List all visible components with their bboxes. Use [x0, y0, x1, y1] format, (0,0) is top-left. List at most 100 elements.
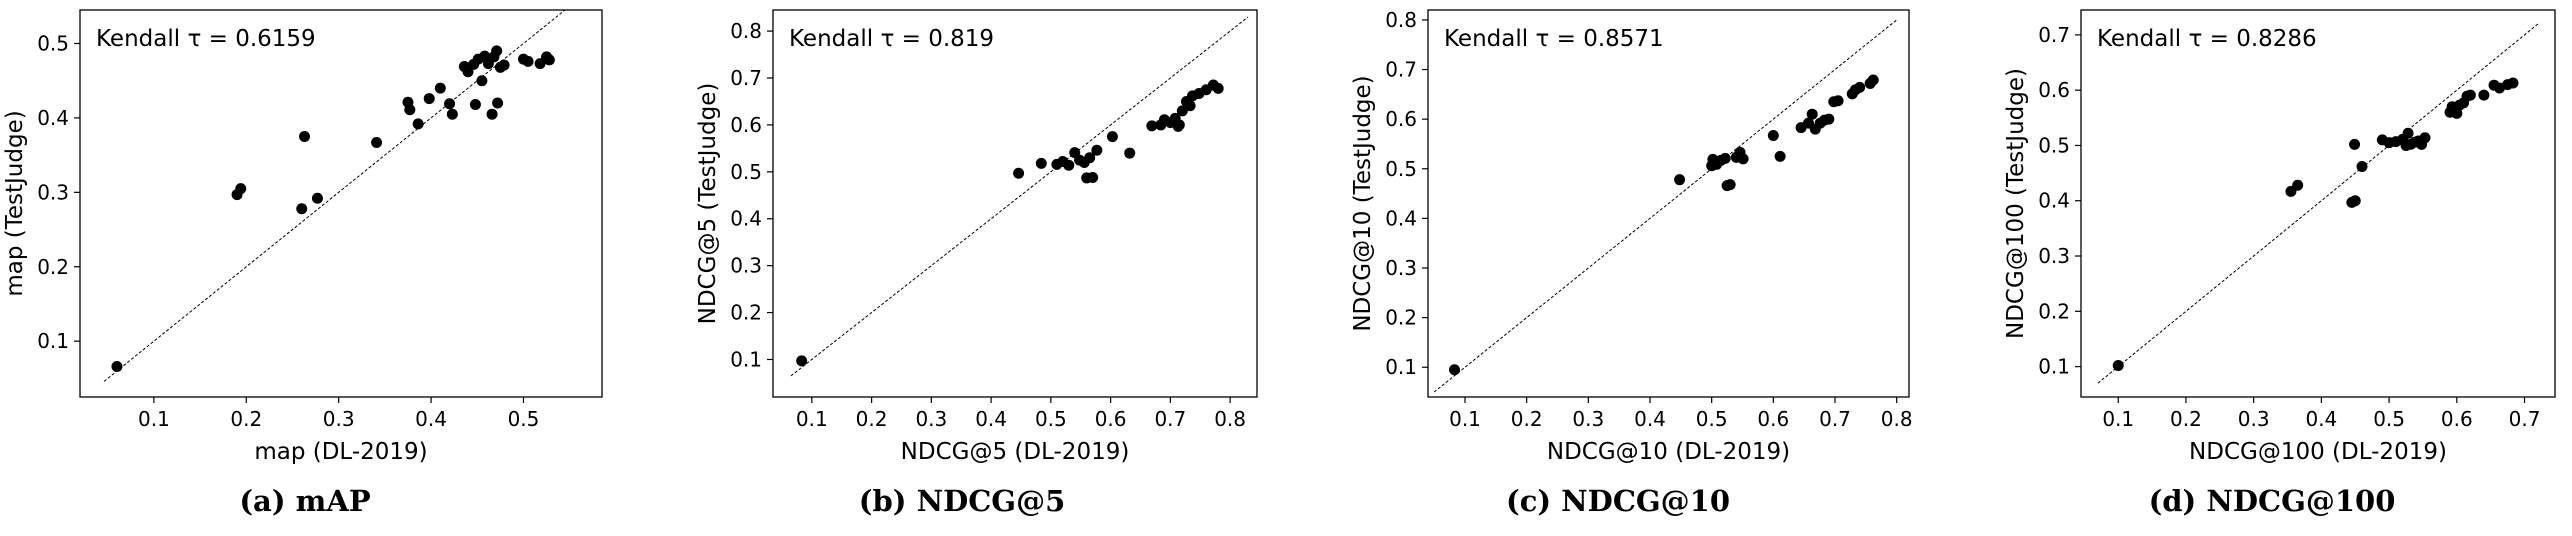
data-point: [235, 183, 247, 195]
x-tick-label: 0.3: [2238, 407, 2270, 431]
y-tick-label: 0.7: [2038, 23, 2070, 47]
y-tick-label: 0.4: [1385, 206, 1417, 230]
x-tick-label: 0.3: [915, 407, 947, 431]
x-tick-label: 0.6: [1757, 407, 1789, 431]
data-point: [1449, 364, 1461, 376]
data-point: [1867, 74, 1879, 86]
y-tick-label: 0.7: [730, 66, 762, 90]
plot-frame: [79, 9, 603, 398]
x-tick-label: 0.3: [1572, 407, 1604, 431]
data-point: [1087, 171, 1099, 183]
data-point: [2292, 179, 2304, 191]
data-point: [469, 99, 481, 111]
y-tick-label: 0.3: [37, 180, 69, 204]
y-tick-label: 0.3: [1385, 256, 1417, 280]
y-tick-label: 0.4: [2038, 189, 2070, 213]
chart-panel-1: 0.1 0.2 0.3 0.4 0.5 0.1 0.2 0.3 0.4 0.5 Kendall τ …: [2, 9, 603, 518]
x-tick-label: 0.5: [2373, 407, 2405, 431]
data-point: [1035, 157, 1047, 169]
x-tick-label: 0.7: [1154, 407, 1186, 431]
x-tick-label: 0.7: [1819, 407, 1851, 431]
diagonal-reference-line: [103, 9, 566, 382]
kendall-tau-annotation: Kendall τ = 0.819: [789, 26, 994, 52]
subfigure-caption: (b) NDCG@5: [859, 484, 1066, 518]
y-tick-label: 0.5: [1385, 157, 1417, 181]
x-tick-label: 0.3: [323, 407, 355, 431]
y-tick-label: 0.2: [2038, 299, 2070, 323]
y-tick-label: 0.2: [730, 301, 762, 325]
data-point: [2478, 89, 2490, 101]
data-point: [1124, 147, 1136, 159]
x-tick-label: 0.1: [796, 407, 828, 431]
x-tick-label: 0.5: [1696, 407, 1728, 431]
x-tick-label: 0.4: [1634, 407, 1666, 431]
data-point: [796, 355, 808, 367]
y-tick-label: 0.2: [37, 255, 69, 279]
x-tick-label: 0.4: [2305, 407, 2337, 431]
data-point: [1719, 152, 1731, 164]
y-tick-label: 0.6: [730, 113, 762, 137]
subfigure-caption: (c) NDCG@10: [1506, 484, 1730, 518]
x-axis-label: NDCG@10 (DL-2019): [1547, 439, 1790, 465]
y-tick-label: 0.4: [37, 106, 69, 130]
data-point: [2451, 107, 2463, 119]
data-point: [1173, 119, 1185, 131]
x-tick-label: 0.8: [1881, 407, 1913, 431]
data-point: [2464, 89, 2476, 101]
x-tick-label: 0.5: [1035, 407, 1067, 431]
data-point: [1084, 152, 1096, 164]
y-tick-label: 0.1: [37, 329, 69, 353]
chart-panel-2: 0.1 0.2 0.3 0.4 0.5 0.6 0.7 0.8 0.1 0.2 0.3 0.4 0.5 0…: [695, 9, 1258, 518]
y-tick-label: 0.5: [2038, 133, 2070, 157]
data-point: [1091, 144, 1103, 156]
data-point: [1063, 159, 1075, 171]
x-axis-label: map (DL-2019): [254, 439, 427, 465]
data-point: [476, 75, 488, 87]
plot-frame: [772, 9, 1258, 398]
data-point: [299, 131, 311, 143]
y-axis-label: map (TestJudge): [2, 110, 28, 296]
data-point: [2419, 132, 2431, 144]
data-point: [2507, 77, 2519, 89]
y-tick-label: 0.4: [730, 207, 762, 231]
data-point: [1737, 153, 1749, 165]
y-tick-label: 0.3: [2038, 244, 2070, 268]
y-axis-label: NDCG@10 (TestJudge): [1350, 75, 1376, 331]
y-tick-label: 0.1: [730, 347, 762, 371]
data-point: [296, 203, 308, 215]
data-point: [491, 45, 503, 57]
y-tick-label: 0.5: [37, 31, 69, 55]
data-point: [498, 59, 510, 71]
y-axis-label: NDCG@100 (TestJudge): [2003, 68, 2029, 339]
x-tick-label: 0.6: [2441, 407, 2473, 431]
chart-panel-4: 0.1 0.2 0.3 0.4 0.5 0.6 0.7 0.1 0.2 0.3 0.4 0.5 0.6 0…: [2003, 9, 2556, 518]
data-point: [446, 108, 458, 120]
x-tick-label: 0.8: [1214, 407, 1246, 431]
data-point: [492, 97, 504, 109]
data-point: [1184, 100, 1196, 112]
data-point: [1806, 108, 1818, 120]
y-tick-label: 0.8: [1385, 8, 1417, 32]
data-point: [111, 360, 123, 372]
x-tick-label: 0.1: [138, 407, 170, 431]
data-point: [434, 82, 446, 94]
kendall-tau-annotation: Kendall τ = 0.6159: [96, 26, 316, 52]
data-point: [1774, 150, 1786, 162]
data-point: [543, 54, 555, 66]
data-point: [423, 93, 435, 105]
x-tick-label: 0.1: [1449, 407, 1481, 431]
x-tick-label: 0.4: [975, 407, 1007, 431]
kendall-tau-annotation: Kendall τ = 0.8571: [1444, 26, 1664, 52]
kendall-tau-annotation: Kendall τ = 0.8286: [2097, 26, 2317, 52]
x-tick-label: 0.7: [2509, 407, 2541, 431]
data-point: [1106, 131, 1118, 143]
y-tick-label: 0.3: [730, 254, 762, 278]
data-point: [1146, 120, 1158, 132]
data-point: [404, 104, 416, 116]
subfigure-caption: (d) NDCG@100: [2149, 484, 2396, 518]
data-point: [2349, 138, 2361, 150]
data-point: [1767, 130, 1779, 142]
diagonal-reference-line: [2097, 23, 2539, 384]
data-point: [1674, 174, 1686, 186]
